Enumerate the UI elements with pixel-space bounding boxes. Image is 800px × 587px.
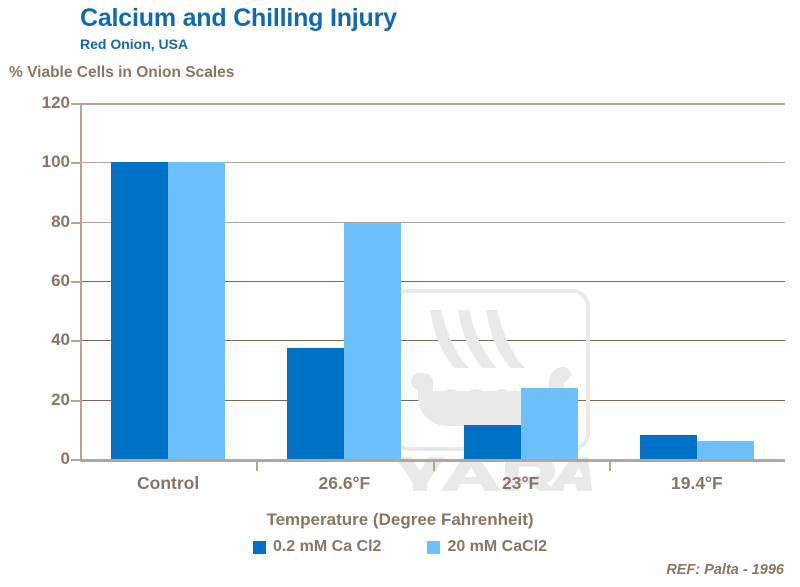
- legend-label: 20 mM CaCl2: [447, 538, 548, 555]
- bar-series-a: [287, 347, 345, 459]
- x-category-label: 19.4°F: [671, 473, 723, 493]
- y-tick-label: 40: [51, 330, 70, 350]
- y-tick-mark: [71, 103, 80, 105]
- x-tick-mark: [256, 462, 259, 471]
- y-tick-label: 60: [51, 271, 70, 290]
- x-tick-mark: [608, 462, 611, 471]
- legend-item: 0.2 mM Ca Cl2: [252, 538, 382, 556]
- gridline: [80, 103, 785, 105]
- bar-series-b: [520, 387, 578, 459]
- bar-series-b: [344, 223, 402, 459]
- y-tick-label: 100: [41, 152, 70, 172]
- y-tick-label: 20: [51, 389, 70, 409]
- gridline: [80, 281, 785, 282]
- bar-series-a: [111, 162, 169, 459]
- chart-subtitle: Red Onion, USA: [80, 36, 189, 52]
- reference-note: REF: Palta - 1996: [666, 562, 784, 578]
- y-tick-mark: [71, 399, 80, 402]
- y-tick-mark: [71, 459, 80, 461]
- bar-series-b: [168, 162, 226, 459]
- legend-swatch-icon: [427, 540, 441, 554]
- legend-swatch-icon: [252, 540, 266, 554]
- y-axis-line: [80, 103, 82, 462]
- y-tick-label: 120: [41, 93, 70, 112]
- bar-series-a: [463, 424, 521, 459]
- legend-label: 0.2 mM Ca Cl2: [272, 538, 382, 555]
- y-tick-label: 80: [51, 211, 70, 231]
- x-category-label: 26.6°F: [318, 473, 371, 493]
- y-tick-label: 0: [60, 449, 70, 468]
- y-tick-mark: [71, 221, 80, 224]
- x-axis-title: Temperature (Degree Fahrenheit): [266, 510, 534, 529]
- bar-series-a: [639, 435, 697, 459]
- y-tick-mark: [71, 281, 80, 283]
- legend-item: 20 mM CaCl2: [427, 538, 547, 556]
- x-category-label: 23°F: [502, 473, 540, 493]
- gridline: [80, 221, 785, 223]
- x-category-label: Control: [137, 473, 200, 493]
- bars-layer: [80, 103, 785, 462]
- y-tick-mark: [71, 162, 80, 165]
- legend: 0.2 mM Ca Cl2 20 mM CaCl2: [0, 538, 800, 556]
- bar-series-b: [696, 441, 754, 459]
- page-title: Calcium and Chilling Injury: [80, 4, 397, 32]
- x-tick-mark: [432, 462, 435, 471]
- x-axis-line: [80, 459, 785, 462]
- y-tick-mark: [71, 340, 80, 343]
- plot-area: [71, 103, 785, 491]
- y-axis-title: % Viable Cells in Onion Scales: [9, 64, 235, 81]
- gridline: [80, 162, 785, 164]
